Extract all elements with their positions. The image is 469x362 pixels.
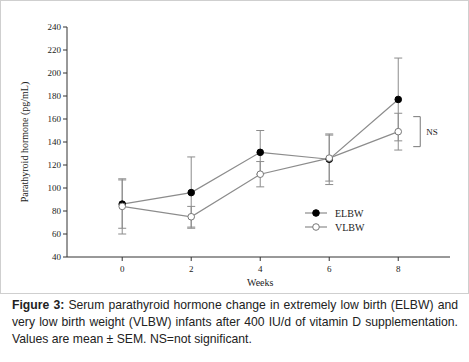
y-tick: [63, 188, 67, 189]
x-tick-label: 6: [327, 264, 332, 274]
legend-marker: [313, 224, 320, 231]
y-tick: [63, 27, 67, 28]
data-point: [188, 213, 195, 220]
error-cap: [325, 135, 333, 136]
error-cap: [256, 161, 264, 162]
y-tick-label: 220: [48, 45, 62, 55]
y-tick-label: 200: [48, 68, 62, 78]
caption: Figure 3: Serum parathyroid hormone chan…: [12, 297, 458, 348]
bracket: [413, 117, 420, 147]
error-bar: [118, 179, 126, 234]
y-tick-label: 100: [48, 183, 62, 193]
x-axis-label: Weeks: [247, 277, 274, 288]
data-point: [395, 96, 402, 103]
error-cap: [325, 181, 333, 182]
data-point: [188, 189, 195, 196]
y-tick: [63, 211, 67, 212]
error-bar: [256, 162, 264, 187]
y-tick-label: 240: [48, 22, 62, 32]
y-axis-label: Parathyroid hormone (pg/mL): [19, 82, 31, 203]
y-tick: [63, 165, 67, 166]
data-point: [326, 155, 333, 162]
error-cap: [118, 234, 126, 235]
error-cap: [325, 184, 333, 185]
figure-frame: [1, 1, 469, 294]
annotation: NS: [426, 127, 438, 137]
x-tick: [329, 257, 330, 261]
error-cap: [394, 150, 402, 151]
y-tick: [63, 142, 67, 143]
legend-label: ELBW: [335, 208, 364, 219]
x-tick: [191, 257, 192, 261]
annotation-bracket: NS: [413, 117, 438, 147]
error-cap: [187, 206, 195, 207]
error-cap: [187, 156, 195, 157]
data-point: [257, 149, 264, 156]
y-tick-label: 140: [48, 137, 62, 147]
x-tick: [122, 257, 123, 261]
x-tick-label: 4: [258, 264, 263, 274]
x-tick-label: 8: [396, 264, 401, 274]
error-cap: [118, 178, 126, 179]
error-bar: [325, 135, 333, 181]
data-point: [119, 203, 126, 210]
data-point: [395, 128, 402, 135]
y-tick-label: 60: [52, 229, 62, 239]
error-cap: [256, 130, 264, 131]
error-cap: [394, 113, 402, 114]
error-cap: [187, 228, 195, 229]
chart: 40 60 80 100 120 140 160 180 200 220 240 0 2 4 6 8 Weeks…: [0, 0, 469, 295]
x-tick-label: 2: [189, 264, 194, 274]
error-bar: [325, 134, 333, 185]
y-tick-label: 80: [52, 206, 62, 216]
y-tick: [63, 257, 67, 258]
caption-label: Figure 3:: [12, 298, 64, 312]
legend-marker: [313, 210, 320, 217]
y-tick: [63, 234, 67, 235]
x-axis: [67, 257, 450, 258]
error-cap: [394, 58, 402, 59]
plot-area: [118, 58, 402, 234]
error-bar: [187, 206, 195, 227]
error-bar: [187, 157, 195, 228]
error-cap: [256, 186, 264, 187]
y-tick-label: 40: [52, 252, 62, 262]
y-tick-label: 180: [48, 91, 62, 101]
error-bar: [394, 113, 402, 150]
legend-label: VLBW: [335, 222, 365, 233]
error-cap: [325, 133, 333, 134]
y-tick: [63, 96, 67, 97]
x-tick: [398, 257, 399, 261]
series-line: [122, 99, 398, 204]
caption-text: Serum parathyroid hormone change in extr…: [12, 298, 458, 346]
y-tick: [63, 73, 67, 74]
y-tick-label: 120: [48, 160, 62, 170]
error-bar: [394, 58, 402, 141]
legend: ELBW VLBW: [305, 208, 365, 233]
x-tick-label: 0: [120, 264, 125, 274]
x-tick: [260, 257, 261, 261]
error-cap: [187, 227, 195, 228]
y-tick: [63, 119, 67, 120]
data-point: [257, 171, 264, 178]
y-tick-label: 160: [48, 114, 62, 124]
y-tick: [63, 50, 67, 51]
